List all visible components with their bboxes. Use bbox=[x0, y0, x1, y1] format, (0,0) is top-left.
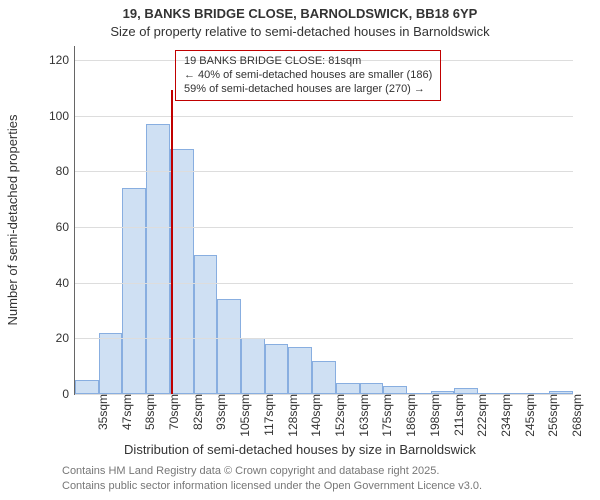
ytick-label: 40 bbox=[56, 276, 75, 290]
xtick-label: 234sqm bbox=[495, 394, 513, 437]
annotation-line-3: 59% of semi-detached houses are larger (… bbox=[184, 83, 432, 97]
xtick-label: 117sqm bbox=[258, 394, 276, 436]
histogram-bar bbox=[288, 347, 312, 394]
annotation-line-2: ← 40% of semi-detached houses are smalle… bbox=[184, 69, 432, 83]
footer-line-2: Contains public sector information licen… bbox=[62, 480, 482, 492]
xtick-label: 128sqm bbox=[282, 394, 300, 437]
xtick-label: 211sqm bbox=[448, 394, 466, 436]
histogram-bar bbox=[194, 255, 218, 394]
xtick-label: 140sqm bbox=[305, 394, 323, 437]
x-axis-title: Distribution of semi-detached houses by … bbox=[0, 442, 600, 457]
gridline bbox=[75, 227, 573, 228]
ytick-label: 100 bbox=[49, 109, 75, 123]
xtick-label: 222sqm bbox=[471, 394, 489, 437]
xtick-label: 163sqm bbox=[353, 394, 371, 437]
xtick-label: 93sqm bbox=[210, 394, 228, 430]
ytick-label: 20 bbox=[56, 331, 75, 345]
plot-area: 020406080100120 35sqm47sqm58sqm70sqm82sq… bbox=[74, 46, 573, 395]
chart-title: 19, BANKS BRIDGE CLOSE, BARNOLDSWICK, BB… bbox=[0, 6, 600, 21]
ytick-label: 120 bbox=[49, 53, 75, 67]
ytick-label: 0 bbox=[62, 387, 75, 401]
xtick-label: 35sqm bbox=[92, 394, 110, 430]
ytick-label: 60 bbox=[56, 220, 75, 234]
xtick-label: 256sqm bbox=[542, 394, 560, 437]
gridline bbox=[75, 283, 573, 284]
histogram-bar bbox=[75, 380, 99, 394]
histogram-bar bbox=[170, 149, 194, 394]
histogram-bar bbox=[99, 333, 123, 394]
xtick-label: 58sqm bbox=[139, 394, 157, 430]
xtick-label: 105sqm bbox=[234, 394, 252, 437]
histogram-bar bbox=[336, 383, 360, 394]
histogram-bar bbox=[122, 188, 146, 394]
xtick-label: 47sqm bbox=[116, 394, 134, 430]
footer-line-1: Contains HM Land Registry data © Crown c… bbox=[62, 465, 439, 477]
gridline bbox=[75, 116, 573, 117]
xtick-label: 198sqm bbox=[424, 394, 442, 437]
xtick-label: 186sqm bbox=[400, 394, 418, 437]
xtick-label: 245sqm bbox=[519, 394, 537, 437]
histogram-bar bbox=[217, 299, 241, 394]
gridline bbox=[75, 338, 573, 339]
xtick-label: 152sqm bbox=[329, 394, 347, 437]
xtick-label: 268sqm bbox=[566, 394, 584, 437]
histogram-bar bbox=[241, 338, 265, 394]
y-axis-title: Number of semi-detached properties bbox=[5, 115, 20, 326]
xtick-label: 82sqm bbox=[187, 394, 205, 430]
ytick-label: 80 bbox=[56, 164, 75, 178]
histogram-bar bbox=[360, 383, 384, 394]
histogram-bar bbox=[312, 361, 336, 394]
xtick-label: 70sqm bbox=[163, 394, 181, 430]
chart-container: 19, BANKS BRIDGE CLOSE, BARNOLDSWICK, BB… bbox=[0, 0, 600, 500]
marker-line bbox=[171, 90, 173, 394]
histogram-bar bbox=[383, 386, 407, 394]
annotation-box: 19 BANKS BRIDGE CLOSE: 81sqm ← 40% of se… bbox=[175, 50, 441, 101]
histogram-bar bbox=[265, 344, 289, 394]
xtick-label: 175sqm bbox=[376, 394, 394, 437]
chart-subtitle: Size of property relative to semi-detach… bbox=[0, 24, 600, 39]
gridline bbox=[75, 171, 573, 172]
annotation-line-1: 19 BANKS BRIDGE CLOSE: 81sqm bbox=[184, 55, 432, 69]
histogram-bar bbox=[146, 124, 170, 394]
